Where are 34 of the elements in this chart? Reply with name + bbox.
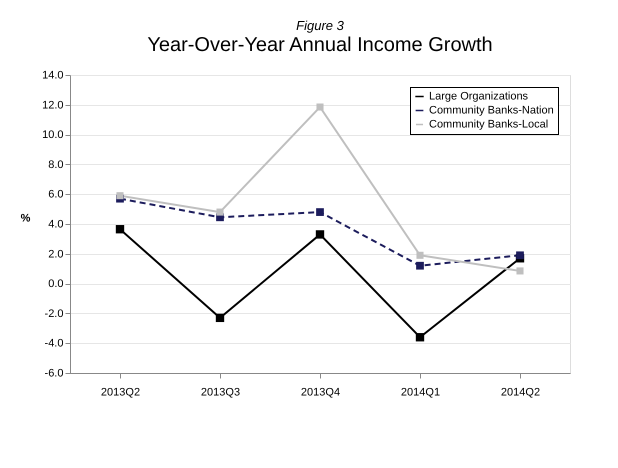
point [116,225,124,234]
point [516,251,524,260]
y-tick-label: 2.0 [48,248,64,260]
y-tick-label: -2.0 [44,308,64,320]
chart-title: Year-Over-Year Annual Income Growth [147,34,493,56]
x-tick-label: 2013Q2 [100,386,140,398]
point [316,230,324,239]
point [516,267,524,274]
x-tick-label: 2013Q4 [300,386,340,398]
y-tick-label: 0.0 [48,278,64,290]
y-tick-label: 12.0 [42,99,64,112]
y-tick-label: 14.0 [42,70,64,82]
y-tick-label: 8.0 [48,158,64,171]
x-tick-label: 2014Q1 [400,386,440,398]
point [216,314,224,322]
y-tick-label: 4.0 [48,218,64,230]
x-tick-label: 2014Q2 [500,386,540,398]
y-tick-label: -4.0 [44,338,64,350]
chart-subtitle: Figure 3 [296,18,345,33]
y-tick-label: 6.0 [48,188,64,201]
legend-label: Large Organizations [429,90,529,102]
point [216,208,224,216]
point [416,262,424,270]
point [116,192,124,200]
y-tick-label: -6.0 [44,368,64,380]
y-tick-label: 10.0 [42,129,64,142]
point [416,252,424,259]
legend-label: Community Banks-Local [429,118,548,130]
point [316,104,324,111]
y-axis-title: % [20,212,31,224]
point [316,208,324,216]
point [416,333,424,342]
x-tick-label: 2013Q3 [200,386,240,398]
legend-label: Community Banks-Nation [429,104,554,116]
